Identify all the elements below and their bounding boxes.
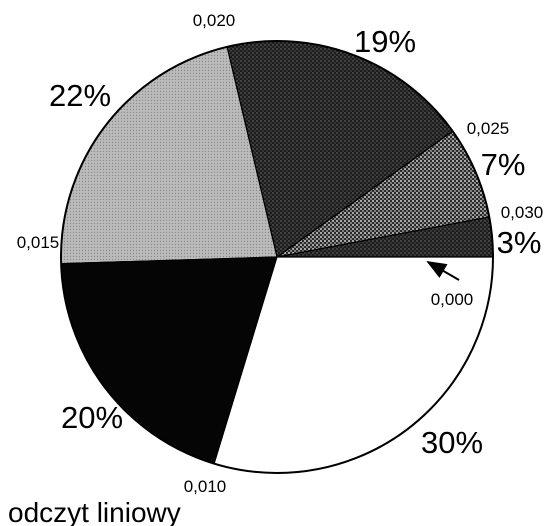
boundary-label-0-030: 0,030 — [501, 203, 544, 222]
pie-outline — [60, 40, 494, 474]
slice-label-7pct: 7% — [481, 147, 526, 182]
boundary-label-0-020: 0,020 — [193, 11, 236, 30]
pie-slices — [60, 40, 494, 474]
slice-label-22pct: 22% — [49, 78, 111, 113]
slice-percent-labels: 3% 7% 19% 22% 20% 30% — [49, 24, 541, 460]
slice-label-19pct: 19% — [354, 24, 416, 59]
boundary-label-0-010: 0,010 — [184, 477, 227, 496]
boundary-label-0-015: 0,015 — [17, 233, 60, 252]
boundary-label-0-000: 0,000 — [431, 290, 474, 309]
slice-label-20pct: 20% — [61, 400, 123, 435]
boundary-value-labels: 0,000 0,030 0,025 0,020 0,015 0,010 — [17, 11, 544, 496]
boundary-label-0-025: 0,025 — [467, 119, 510, 138]
chart-title: odczyt liniowy — [8, 497, 181, 526]
slice-label-30pct: 30% — [421, 425, 483, 460]
zero-marker-arrow — [426, 260, 460, 281]
slice-label-3pct: 3% — [497, 225, 542, 260]
pie-border — [60, 40, 494, 474]
